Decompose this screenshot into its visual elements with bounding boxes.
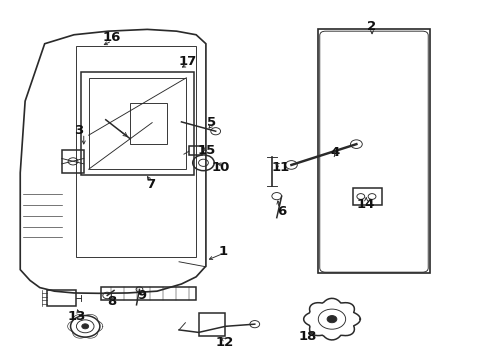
Text: 10: 10 <box>211 161 230 174</box>
Text: 15: 15 <box>198 144 216 157</box>
Text: 16: 16 <box>103 31 122 45</box>
Text: 4: 4 <box>331 145 340 158</box>
Text: 12: 12 <box>215 336 234 349</box>
Bar <box>62 149 84 173</box>
Text: 8: 8 <box>107 296 117 309</box>
Circle shape <box>82 324 89 329</box>
Text: 6: 6 <box>277 205 286 218</box>
Text: 14: 14 <box>357 198 375 211</box>
Bar <box>189 146 202 155</box>
Text: 3: 3 <box>74 124 83 138</box>
Text: 17: 17 <box>178 55 196 68</box>
Text: 11: 11 <box>272 161 290 174</box>
Circle shape <box>327 316 337 323</box>
Text: 2: 2 <box>368 21 377 33</box>
Text: 5: 5 <box>207 116 217 129</box>
Bar <box>101 287 196 300</box>
Text: 18: 18 <box>298 330 317 343</box>
Bar <box>353 188 382 205</box>
Bar <box>130 103 167 144</box>
Bar <box>198 313 225 336</box>
Text: 13: 13 <box>67 310 86 324</box>
Text: 9: 9 <box>138 289 147 302</box>
Text: 7: 7 <box>147 178 156 191</box>
Text: 1: 1 <box>219 245 227 258</box>
Bar <box>47 290 76 306</box>
